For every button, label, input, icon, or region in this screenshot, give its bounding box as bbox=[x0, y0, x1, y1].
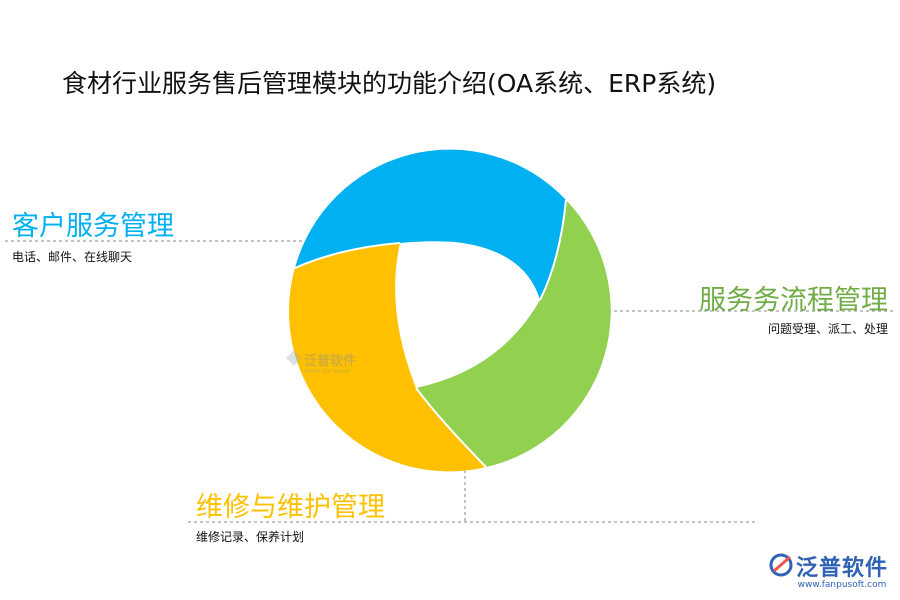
watermark-center: 泛普软件 FANPU SOFTWARE bbox=[284, 350, 356, 375]
segment-label-customer: 客户服务管理 bbox=[12, 211, 174, 242]
diagram-title: 食材行业服务售后管理模块的功能介绍(OA系统、ERP系统) bbox=[62, 69, 717, 98]
segment-desc-customer: 电话、邮件、在线聊天 bbox=[12, 250, 133, 264]
brand-logo: 泛普软件 www.fanpusoft.com bbox=[796, 550, 888, 590]
segment-process bbox=[416, 200, 611, 467]
watermark-center-text: 泛普软件 bbox=[304, 354, 357, 369]
segment-label-repair: 维修与维护管理 bbox=[196, 492, 385, 523]
segment-desc-repair: 维修记录、保养计划 bbox=[196, 530, 305, 544]
segment-label-process: 服务务流程管理 bbox=[699, 285, 888, 316]
brand-logo-text: 泛普软件 bbox=[795, 556, 888, 581]
brand-logo-mark bbox=[769, 553, 793, 577]
brand-logo-url: www.fanpusoft.com bbox=[797, 580, 887, 590]
segment-customer bbox=[295, 149, 566, 300]
watermark-center-sub: FANPU SOFTWARE bbox=[304, 369, 350, 375]
center-logo-mark bbox=[286, 350, 302, 366]
segment-desc-process: 问题受理、派工、处理 bbox=[767, 322, 888, 336]
